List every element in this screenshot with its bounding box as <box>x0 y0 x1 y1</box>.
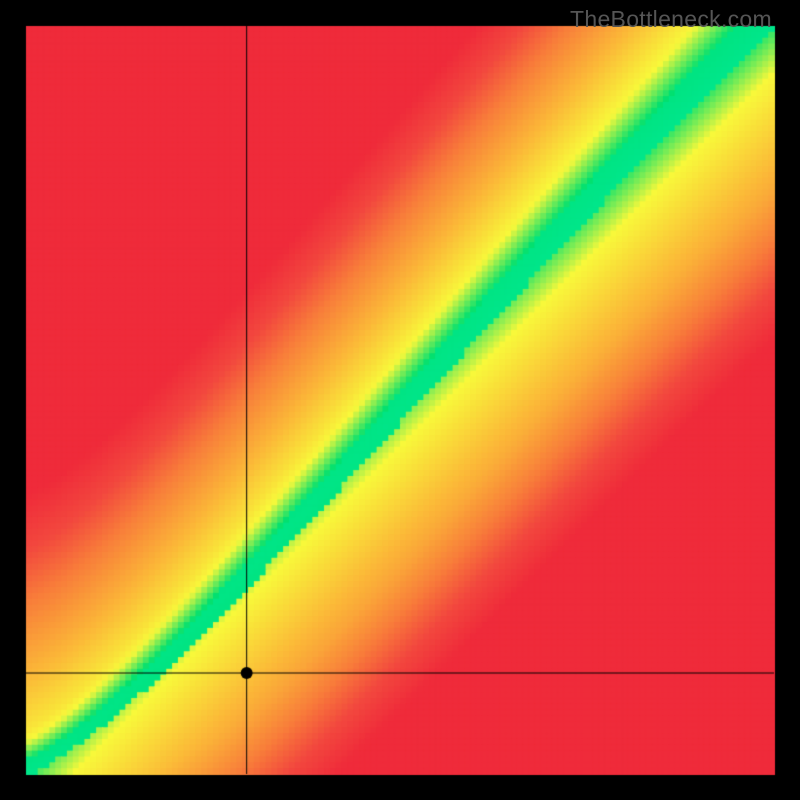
watermark-text: TheBottleneck.com <box>570 6 772 33</box>
chart-container: TheBottleneck.com <box>0 0 800 800</box>
bottleneck-heatmap <box>0 0 800 800</box>
